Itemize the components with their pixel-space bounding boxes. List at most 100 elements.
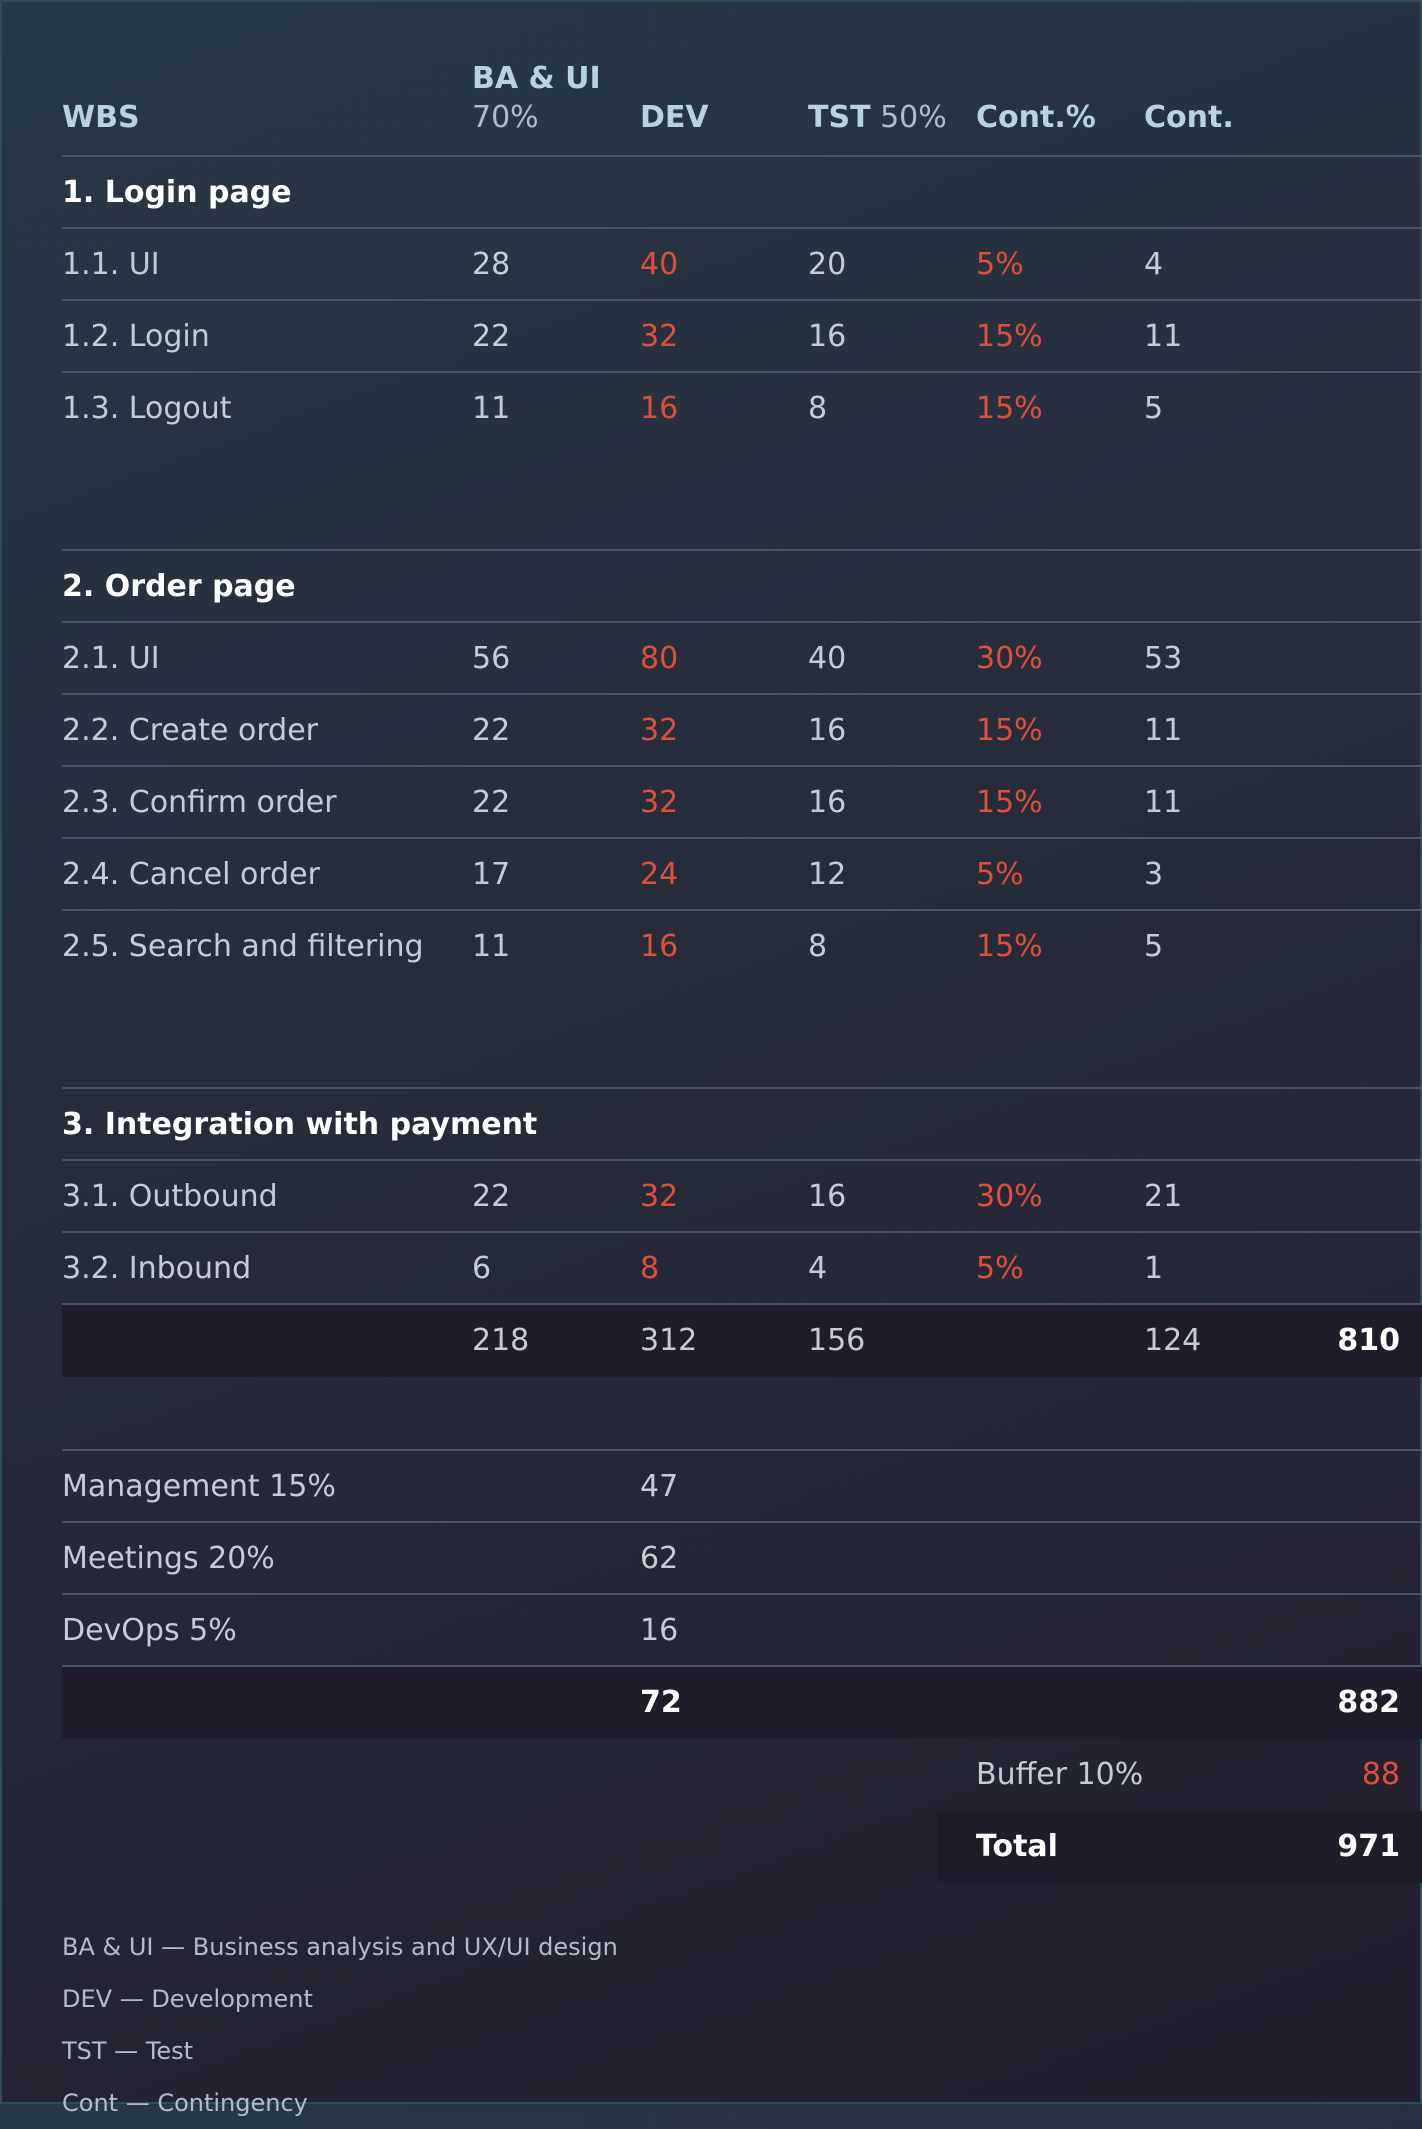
- header-wbs: WBS: [62, 100, 140, 135]
- tst-value: 8: [808, 929, 828, 964]
- overhead-grand-value: 882: [1337, 1685, 1400, 1720]
- table-row: 2.5. Search and filtering 11 16 8 15% 5: [62, 911, 1422, 983]
- cont-value: 11: [1144, 785, 1183, 820]
- section-title: 1. Login page: [62, 175, 292, 210]
- overhead-row: DevOps 5% 16: [62, 1595, 1422, 1667]
- grand-total-box: [937, 1811, 1422, 1883]
- section-title-row: 3. Integration with payment: [62, 1089, 1422, 1161]
- header-ba-pct: 70%: [472, 100, 539, 135]
- task-name: 2.5. Search and filtering: [62, 929, 424, 964]
- cont-value: 11: [1144, 319, 1183, 354]
- dev-value: 32: [640, 1179, 679, 1214]
- grand-total-label: Total: [976, 1829, 1058, 1864]
- cont-value: 3: [1144, 857, 1164, 892]
- grand-total-row: Total 971: [62, 1811, 1422, 1883]
- buffer-label: Buffer 10%: [976, 1757, 1144, 1792]
- tst-value: 20: [808, 247, 847, 282]
- cont-pct-value: 15%: [976, 929, 1043, 964]
- header-tst-label: TST: [808, 100, 871, 135]
- overhead-row: Management 15% 47: [62, 1451, 1422, 1523]
- table-row: 3.2. Inbound 6 8 4 5% 1: [62, 1233, 1422, 1305]
- tst-value: 16: [808, 1179, 847, 1214]
- legend-notes: BA & UI — Business analysis and UX/UI de…: [62, 1921, 1422, 2129]
- task-name: 3.1. Outbound: [62, 1179, 278, 1214]
- ba-value: 11: [472, 391, 511, 426]
- tst-value: 12: [808, 857, 847, 892]
- cont-pct-value: 15%: [976, 391, 1043, 426]
- task-name: 2.4. Cancel order: [62, 857, 320, 892]
- ba-value: 56: [472, 641, 511, 676]
- cont-pct-value: 15%: [976, 713, 1043, 748]
- header-tst-pct: 50%: [880, 100, 947, 135]
- ba-value: 28: [472, 247, 511, 282]
- note-item: TST — Test: [62, 2037, 194, 2065]
- subtotal-ba: 218: [472, 1323, 530, 1358]
- cont-value: 1: [1144, 1251, 1164, 1286]
- table-row: 2.2. Create order 22 32 16 15% 11: [62, 695, 1422, 767]
- overhead-row: Meetings 20% 62: [62, 1523, 1422, 1595]
- subtotal-row: 218 312 156 124 810: [62, 1305, 1422, 1377]
- dev-value: 8: [640, 1251, 660, 1286]
- tst-value: 8: [808, 391, 828, 426]
- ba-value: 11: [472, 929, 511, 964]
- cont-value: 21: [1144, 1179, 1183, 1214]
- subtotal-dev: 312: [640, 1323, 698, 1358]
- table-row: 3.1. Outbound 22 32 16 30% 21: [62, 1161, 1422, 1233]
- note-item: BA & UI — Business analysis and UX/UI de…: [62, 1933, 618, 1961]
- task-name: 1.1. UI: [62, 247, 160, 282]
- dev-value: 80: [640, 641, 679, 676]
- section-title: 3. Integration with payment: [62, 1107, 538, 1142]
- ba-value: 22: [472, 1179, 511, 1214]
- table-row: 1.1. UI 28 40 20 5% 4: [62, 229, 1422, 301]
- task-name: 2.1. UI: [62, 641, 160, 676]
- table-row: 2.4. Cancel order 17 24 12 5% 3: [62, 839, 1422, 911]
- estimate-table: WBS BA & UI 70% DEV TST 50% Cont.% Cont. …: [62, 2, 1422, 2129]
- section-spacer: [62, 1377, 1422, 1451]
- cont-pct-value: 5%: [976, 1251, 1024, 1286]
- table-row: 2.3. Confirm order 22 32 16 15% 11: [62, 767, 1422, 839]
- cont-pct-value: 5%: [976, 247, 1024, 282]
- subtotal-cont: 124: [1144, 1323, 1202, 1358]
- overhead-total-row: 72 882: [62, 1667, 1422, 1739]
- overhead-value: 16: [640, 1613, 679, 1648]
- cont-value: 5: [1144, 929, 1164, 964]
- header-tst: TST 50%: [808, 98, 947, 155]
- table-row: 1.3. Logout 11 16 8 15% 5: [62, 373, 1422, 445]
- cont-pct-value: 30%: [976, 1179, 1043, 1214]
- cont-pct-value: 15%: [976, 785, 1043, 820]
- cont-value: 4: [1144, 247, 1164, 282]
- cont-pct-value: 15%: [976, 319, 1043, 354]
- overhead-value: 62: [640, 1541, 679, 1576]
- header-cont: Cont.: [1144, 100, 1234, 135]
- dev-value: 32: [640, 319, 679, 354]
- overhead-label: Meetings 20%: [62, 1541, 275, 1576]
- ba-value: 22: [472, 713, 511, 748]
- section-spacer: [62, 445, 1422, 551]
- ba-value: 17: [472, 857, 511, 892]
- header-ba-label: BA & UI: [472, 61, 601, 96]
- dev-value: 16: [640, 929, 679, 964]
- subtotal-total: 810: [1337, 1323, 1400, 1358]
- dev-value: 32: [640, 785, 679, 820]
- cont-pct-value: 5%: [976, 857, 1024, 892]
- task-name: 3.2. Inbound: [62, 1251, 252, 1286]
- table-header: WBS BA & UI 70% DEV TST 50% Cont.% Cont.: [62, 2, 1422, 157]
- ba-value: 22: [472, 319, 511, 354]
- tst-value: 40: [808, 641, 847, 676]
- tst-value: 16: [808, 319, 847, 354]
- header-dev: DEV: [640, 100, 709, 135]
- cont-value: 5: [1144, 391, 1164, 426]
- buffer-value: 88: [1361, 1757, 1400, 1792]
- section-title: 2. Order page: [62, 569, 296, 604]
- header-ba: BA & UI 70%: [472, 59, 601, 155]
- section-title-row: 1. Login page: [62, 157, 1422, 229]
- dev-value: 24: [640, 857, 679, 892]
- buffer-row: Buffer 10% 88: [62, 1739, 1422, 1811]
- tst-value: 16: [808, 713, 847, 748]
- overhead-label: DevOps 5%: [62, 1613, 237, 1648]
- dev-value: 16: [640, 391, 679, 426]
- subtotal-tst: 156: [808, 1323, 866, 1358]
- dev-value: 32: [640, 713, 679, 748]
- overhead-value: 47: [640, 1469, 679, 1504]
- overhead-label: Management 15%: [62, 1469, 336, 1504]
